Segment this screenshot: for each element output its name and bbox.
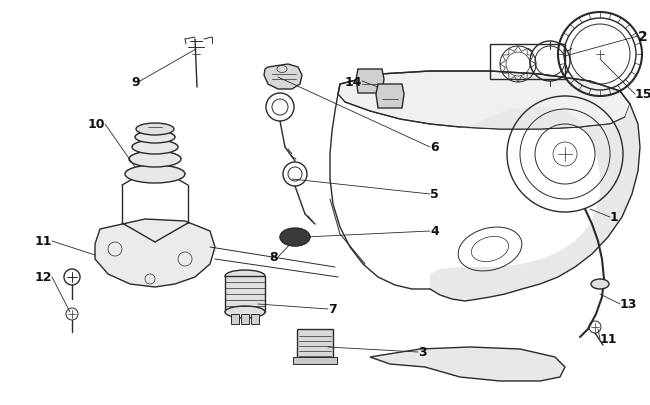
Text: 4: 4 — [430, 225, 439, 238]
Text: 2: 2 — [638, 30, 648, 44]
Text: 10: 10 — [88, 118, 105, 131]
Text: 6: 6 — [430, 141, 439, 154]
Polygon shape — [356, 70, 384, 94]
Polygon shape — [430, 92, 640, 301]
Text: 14: 14 — [344, 75, 362, 88]
Polygon shape — [338, 72, 630, 130]
Text: 11: 11 — [34, 235, 52, 248]
Ellipse shape — [225, 270, 265, 282]
Polygon shape — [225, 276, 265, 312]
Text: 8: 8 — [269, 251, 278, 264]
Text: 1: 1 — [610, 211, 619, 224]
Polygon shape — [231, 314, 239, 324]
Ellipse shape — [136, 124, 174, 136]
Ellipse shape — [132, 141, 178, 155]
Polygon shape — [264, 65, 302, 90]
Ellipse shape — [225, 306, 265, 318]
Polygon shape — [297, 329, 333, 359]
Ellipse shape — [129, 151, 181, 168]
Polygon shape — [241, 314, 249, 324]
Text: 9: 9 — [131, 75, 140, 88]
Polygon shape — [251, 314, 259, 324]
Text: 11: 11 — [600, 333, 618, 345]
Ellipse shape — [280, 228, 310, 246]
Text: 5: 5 — [430, 188, 439, 201]
Polygon shape — [376, 85, 404, 109]
Polygon shape — [95, 220, 215, 287]
Polygon shape — [293, 357, 337, 364]
Ellipse shape — [125, 166, 185, 183]
Ellipse shape — [591, 279, 609, 289]
Text: 12: 12 — [34, 271, 52, 284]
Text: 15: 15 — [635, 88, 650, 101]
Polygon shape — [370, 347, 565, 381]
Text: 3: 3 — [418, 345, 426, 358]
Text: 13: 13 — [620, 298, 638, 311]
Text: 7: 7 — [328, 303, 337, 316]
Ellipse shape — [135, 132, 175, 144]
